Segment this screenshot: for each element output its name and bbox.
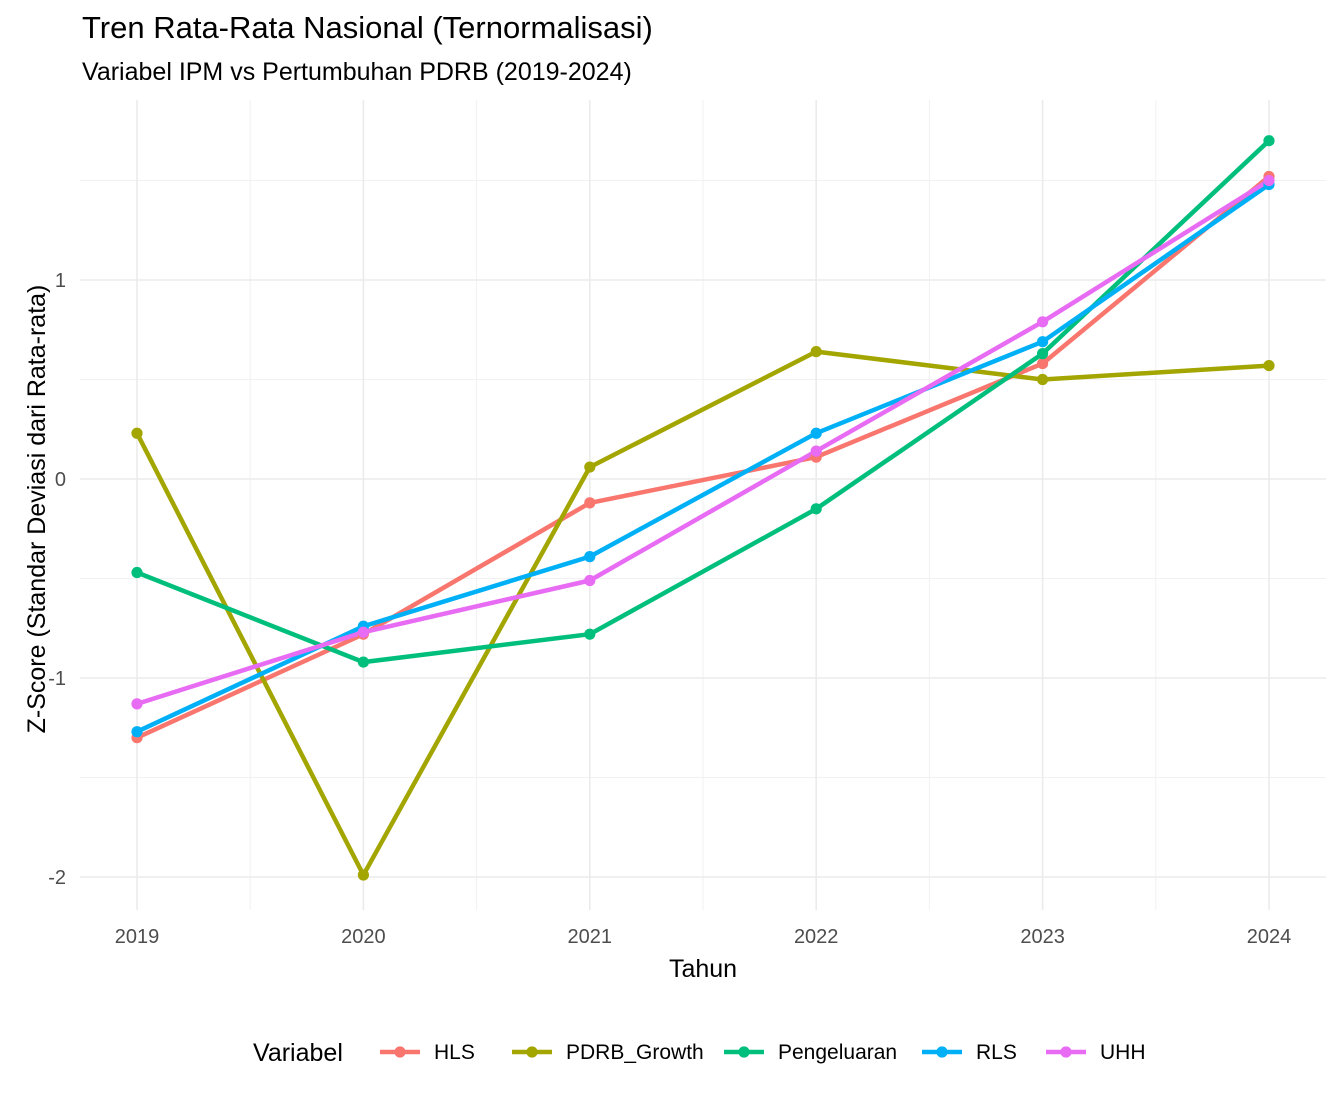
series-line-uhh (136, 178, 1271, 707)
data-point-pengeluaran (1263, 135, 1275, 147)
chart-subtitle: Variabel IPM vs Pertumbuhan PDRB (2019-2… (82, 58, 632, 86)
data-point-uhh (1037, 316, 1049, 328)
data-point-pdrb_growth (357, 869, 369, 881)
data-point-uhh (357, 626, 369, 638)
legend-label: PDRB_Growth (566, 1041, 704, 1064)
x-tick-label: 2021 (568, 926, 613, 948)
legend: HLS PDRB_Growth Pengeluaran RLS UHH (380, 1041, 1146, 1064)
data-point-uhh (1263, 174, 1275, 187)
legend-key-point (738, 1046, 750, 1058)
data-point-pdrb_growth (131, 427, 143, 439)
y-axis-ticks: -2 -1 0 1 (48, 270, 66, 889)
legend-item-pdrb_growth: PDRB_Growth (512, 1041, 704, 1064)
x-axis-ticks: 2019 2020 2021 2022 2023 2024 (115, 926, 1292, 948)
x-tick-label: 2019 (115, 926, 160, 948)
legend-key-point (936, 1046, 948, 1058)
data-point-rls (584, 551, 596, 563)
data-point-uhh (584, 574, 596, 587)
legend-label: RLS (976, 1041, 1017, 1064)
data-point-rls (131, 726, 143, 738)
data-point-uhh (810, 445, 822, 457)
legend-label: UHH (1100, 1041, 1146, 1064)
legend-key-point (526, 1046, 538, 1058)
data-point-pengeluaran (584, 628, 596, 640)
legend-title: Variabel (253, 1039, 343, 1067)
data-point-rls (810, 427, 822, 439)
data-point-hls (1037, 357, 1049, 370)
data-point-pdrb_growth (810, 346, 822, 358)
data-point-pengeluaran (357, 656, 369, 668)
legend-item-rls: RLS (922, 1041, 1017, 1064)
series-line-hls (136, 174, 1271, 740)
data-point-pengeluaran (810, 503, 822, 515)
legend-item-uhh: UHH (1046, 1041, 1146, 1064)
x-tick-label: 2024 (1247, 926, 1292, 948)
data-point-pdrb_growth (1037, 373, 1049, 386)
data-point-pengeluaran (131, 566, 143, 579)
grid-lines (80, 100, 1326, 910)
y-tick-label: 0 (55, 469, 66, 491)
data-point-pdrb_growth (1263, 359, 1275, 372)
data-point-pdrb_growth (584, 461, 596, 473)
x-axis-title: Tahun (669, 955, 737, 983)
chart-title: Tren Rata-Rata Nasional (Ternormalisasi) (82, 10, 653, 45)
legend-item-pengeluaran: Pengeluaran (724, 1041, 897, 1064)
x-tick-label: 2022 (794, 926, 839, 948)
legend-label: HLS (434, 1041, 475, 1064)
series-line-pdrb_growth (134, 349, 1270, 878)
y-tick-label: -2 (48, 867, 66, 889)
data-point-hls (584, 497, 596, 509)
data-point-pengeluaran (1037, 348, 1049, 360)
data-point-uhh (131, 698, 143, 710)
series-points (131, 135, 1275, 881)
legend-item-hls: HLS (380, 1041, 475, 1064)
y-tick-label: 1 (55, 270, 66, 292)
y-tick-label: -1 (48, 668, 66, 690)
x-tick-label: 2023 (1020, 926, 1065, 948)
y-axis-title: Z-Score (Standar Deviasi dari Rata-rata) (23, 285, 51, 734)
data-point-rls (1037, 336, 1049, 348)
x-tick-label: 2020 (341, 926, 386, 948)
legend-key-point (394, 1046, 406, 1058)
series-lines (134, 139, 1271, 878)
legend-key-point (1060, 1046, 1072, 1058)
legend-label: Pengeluaran (778, 1041, 897, 1064)
